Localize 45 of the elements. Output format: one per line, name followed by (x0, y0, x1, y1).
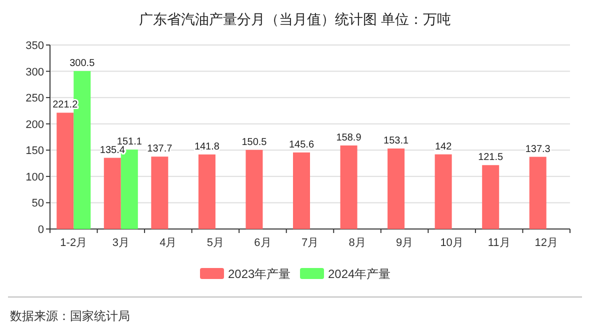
bar (151, 156, 168, 229)
bar (434, 154, 452, 229)
data-label: 141.8 (194, 141, 220, 152)
bar (104, 158, 121, 229)
y-tick-label: 300 (26, 66, 44, 78)
x-tick-label: 5月 (206, 237, 224, 249)
y-tick-label: 100 (26, 171, 44, 184)
bar (293, 152, 310, 229)
data-label: 145.6 (288, 139, 314, 150)
x-tick-label: 1-2月 (60, 237, 88, 249)
data-label: 137.3 (525, 144, 551, 155)
data-label: 300.5 (70, 58, 96, 70)
data-label: 142 (434, 141, 452, 152)
x-tick-label: 7月 (301, 237, 319, 249)
x-tick-label: 11月 (488, 237, 510, 249)
bar (529, 156, 546, 229)
y-tick-label: 50 (32, 198, 44, 210)
x-tick-label: 6月 (254, 237, 272, 249)
x-tick-label: 8月 (348, 237, 366, 249)
bar (340, 145, 358, 229)
bar (246, 150, 263, 229)
y-tick-label: 350 (26, 40, 44, 52)
y-tick-label: 0 (38, 224, 44, 236)
x-tick-label: 10月 (440, 237, 464, 249)
annotation: 数据来源：国家统计局 (10, 309, 130, 323)
y-tick-label: 150 (26, 145, 44, 158)
bar (198, 154, 216, 229)
data-label: 150.5 (242, 136, 268, 148)
data-label: 153.1 (384, 136, 409, 147)
y-tick-label: 250 (26, 92, 44, 105)
bar (482, 165, 500, 229)
bar (56, 112, 74, 229)
bar (388, 148, 405, 229)
x-tick-label: 9月 (396, 237, 414, 249)
x-tick-label: 12月 (534, 237, 558, 249)
data-label: 158.9 (336, 132, 362, 144)
legend-label: 2023年产量 (228, 267, 291, 281)
title: 广东省汽油产量分月（当月值）统计图 单位：万吨 (139, 11, 451, 27)
x-tick-label: 3月 (112, 237, 130, 249)
x-tick-label: 4月 (160, 237, 177, 249)
data-label: 121.5 (478, 152, 504, 164)
y-tick-label: 200 (26, 118, 44, 131)
data-label: 137.7 (147, 144, 173, 155)
data-label: 135.4 (100, 144, 126, 156)
legend-label: 2024年产量 (328, 267, 391, 281)
